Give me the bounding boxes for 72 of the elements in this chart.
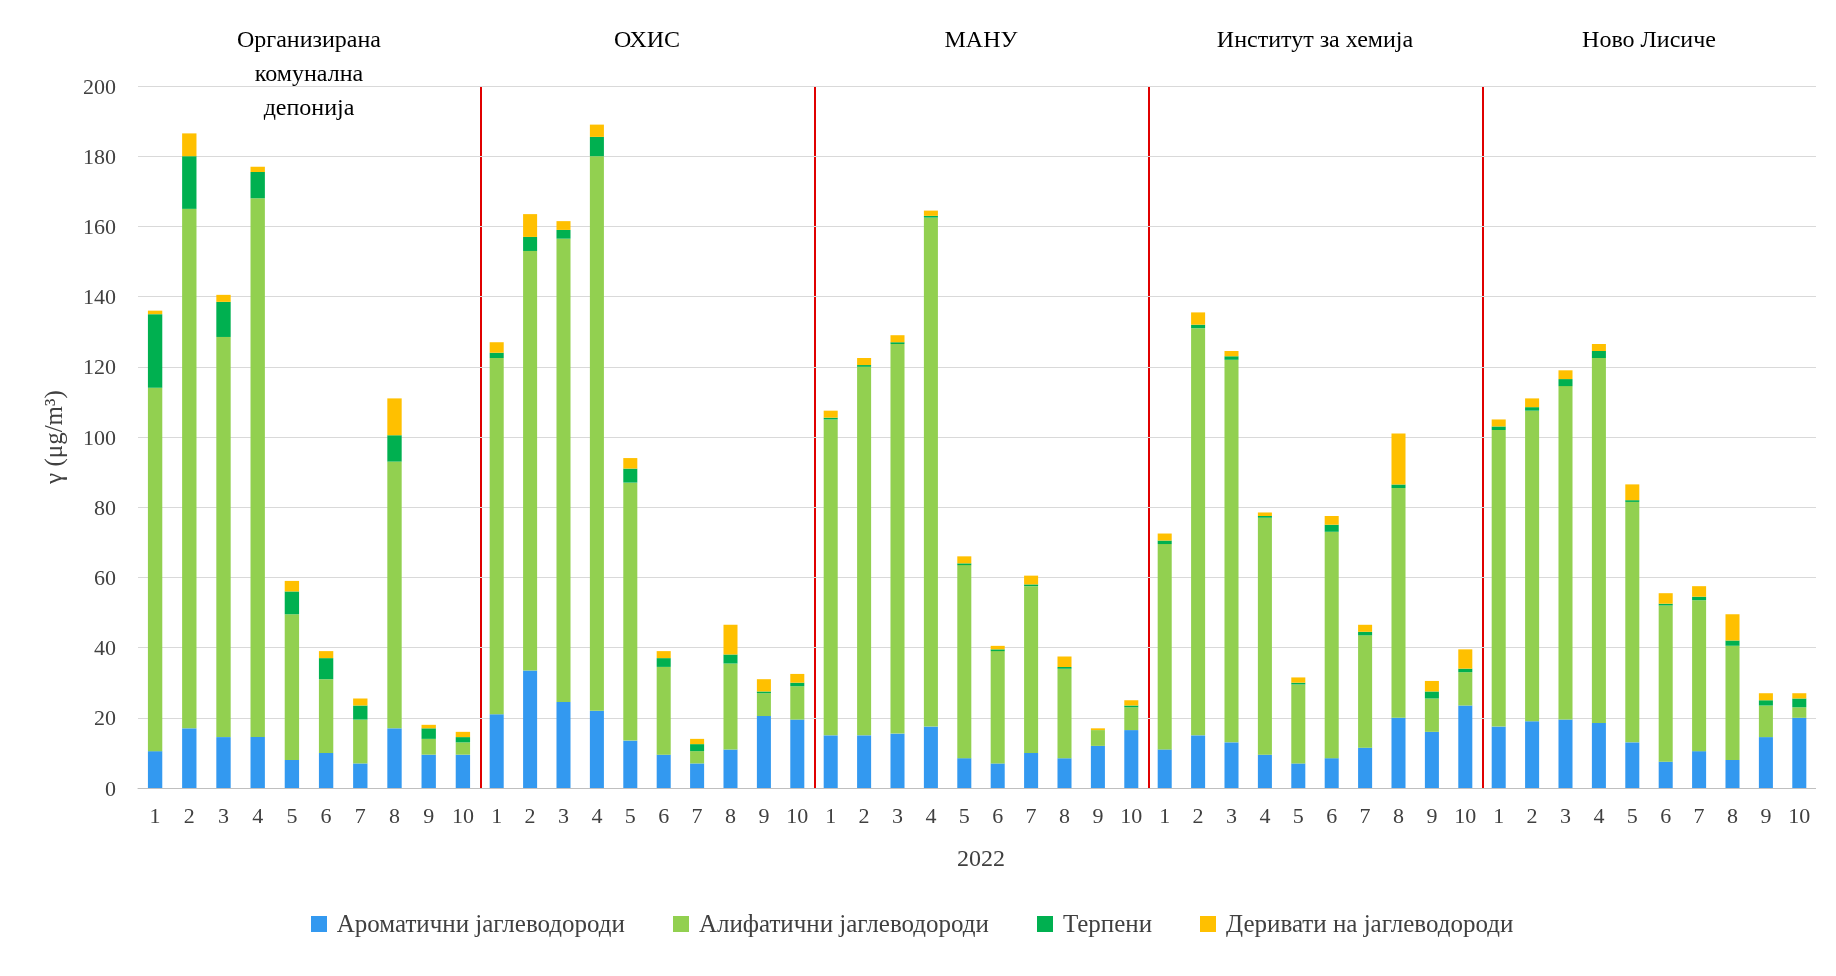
chart-title: ОХИС	[613, 25, 681, 54]
x-tick-label: 2	[1526, 802, 1538, 828]
x-tick-label: 4	[252, 802, 264, 828]
x-tick-label: 3	[1226, 802, 1237, 828]
x-tick-label: 10	[786, 802, 809, 828]
x-tick-label: 2	[524, 802, 536, 828]
x-tick-label: 1	[1493, 802, 1505, 828]
x-tick-label: 2	[183, 802, 195, 828]
x-tick-label: 6	[658, 802, 670, 828]
x-tick-label: 10	[1454, 802, 1477, 828]
x-tick-label: 5	[286, 802, 298, 828]
x-tick-label: 9	[1092, 802, 1104, 828]
chart-title: Институт за хемија	[1216, 25, 1414, 54]
x-tick-label: 3	[218, 802, 229, 828]
x-tick-label: 10	[1120, 802, 1143, 828]
y-tick-label: 160	[83, 213, 116, 239]
chart-title: МАНУ	[944, 25, 1018, 54]
y-tick-label: 0	[105, 775, 116, 801]
x-tick-label: 9	[758, 802, 770, 828]
x-tick-label: 7	[691, 802, 703, 828]
x-tick-label: 7	[1025, 802, 1037, 828]
x-tick-label: 3	[892, 802, 903, 828]
x-tick-label: 5	[958, 802, 970, 828]
x-tick-label: 8	[1393, 802, 1404, 828]
legend-label: Терпени	[1062, 910, 1153, 938]
x-tick-label: 7	[1359, 802, 1371, 828]
y-tick-label: 140	[83, 284, 116, 310]
chart-title: Ново Лисиче	[1582, 25, 1716, 54]
x-tick-label: 4	[1593, 802, 1605, 828]
x-tick-label: 5	[1292, 802, 1304, 828]
x-tick-label: 4	[1259, 802, 1271, 828]
x-tick-label: 6	[320, 802, 332, 828]
x-axis-title: 2022	[957, 845, 1005, 871]
x-tick-label: 7	[1693, 802, 1705, 828]
legend-label: Деривати на јаглеводороди	[1226, 910, 1514, 938]
legend-label: Алифатични јаглеводороди	[698, 910, 989, 938]
x-tick-label: 3	[1560, 802, 1571, 828]
y-tick-label: 120	[83, 354, 116, 380]
x-tick-label: 5	[624, 802, 636, 828]
chart-title: Организирана комунална депонија	[236, 25, 382, 122]
x-tick-label: 3	[558, 802, 569, 828]
x-tick-label: 10	[451, 802, 474, 828]
x-tick-label: 1	[491, 802, 503, 828]
y-tick-label: 100	[83, 424, 116, 450]
x-tick-label: 6	[992, 802, 1004, 828]
x-tick-label: 2	[858, 802, 870, 828]
y-tick-label: 80	[94, 494, 116, 520]
x-tick-label: 1	[825, 802, 837, 828]
x-tick-label: 9	[423, 802, 435, 828]
x-tick-label: 9	[1760, 802, 1772, 828]
x-tick-label: 8	[389, 802, 400, 828]
x-tick-label: 1	[149, 802, 161, 828]
x-tick-label: 6	[1660, 802, 1672, 828]
x-tick-label: 4	[925, 802, 937, 828]
x-tick-label: 1	[1159, 802, 1171, 828]
x-tick-label: 2	[1192, 802, 1204, 828]
x-tick-label: 9	[1426, 802, 1438, 828]
x-tick-label: 10	[1788, 802, 1811, 828]
y-tick-label: 200	[83, 73, 116, 99]
y-tick-label: 60	[94, 564, 116, 590]
x-tick-label: 4	[591, 802, 603, 828]
y-tick-label: 180	[83, 143, 116, 169]
x-tick-label: 8	[1727, 802, 1738, 828]
y-tick-label: 20	[94, 705, 116, 731]
legend-label: Ароматични јаглеводороди	[336, 910, 625, 938]
x-tick-label: 7	[354, 802, 366, 828]
x-tick-label: 8	[725, 802, 736, 828]
y-tick-label: 40	[94, 635, 116, 661]
x-tick-label: 8	[1059, 802, 1070, 828]
y-axis-title: γ (μg/m³)	[40, 390, 68, 485]
x-tick-label: 5	[1626, 802, 1638, 828]
x-tick-label: 6	[1326, 802, 1338, 828]
